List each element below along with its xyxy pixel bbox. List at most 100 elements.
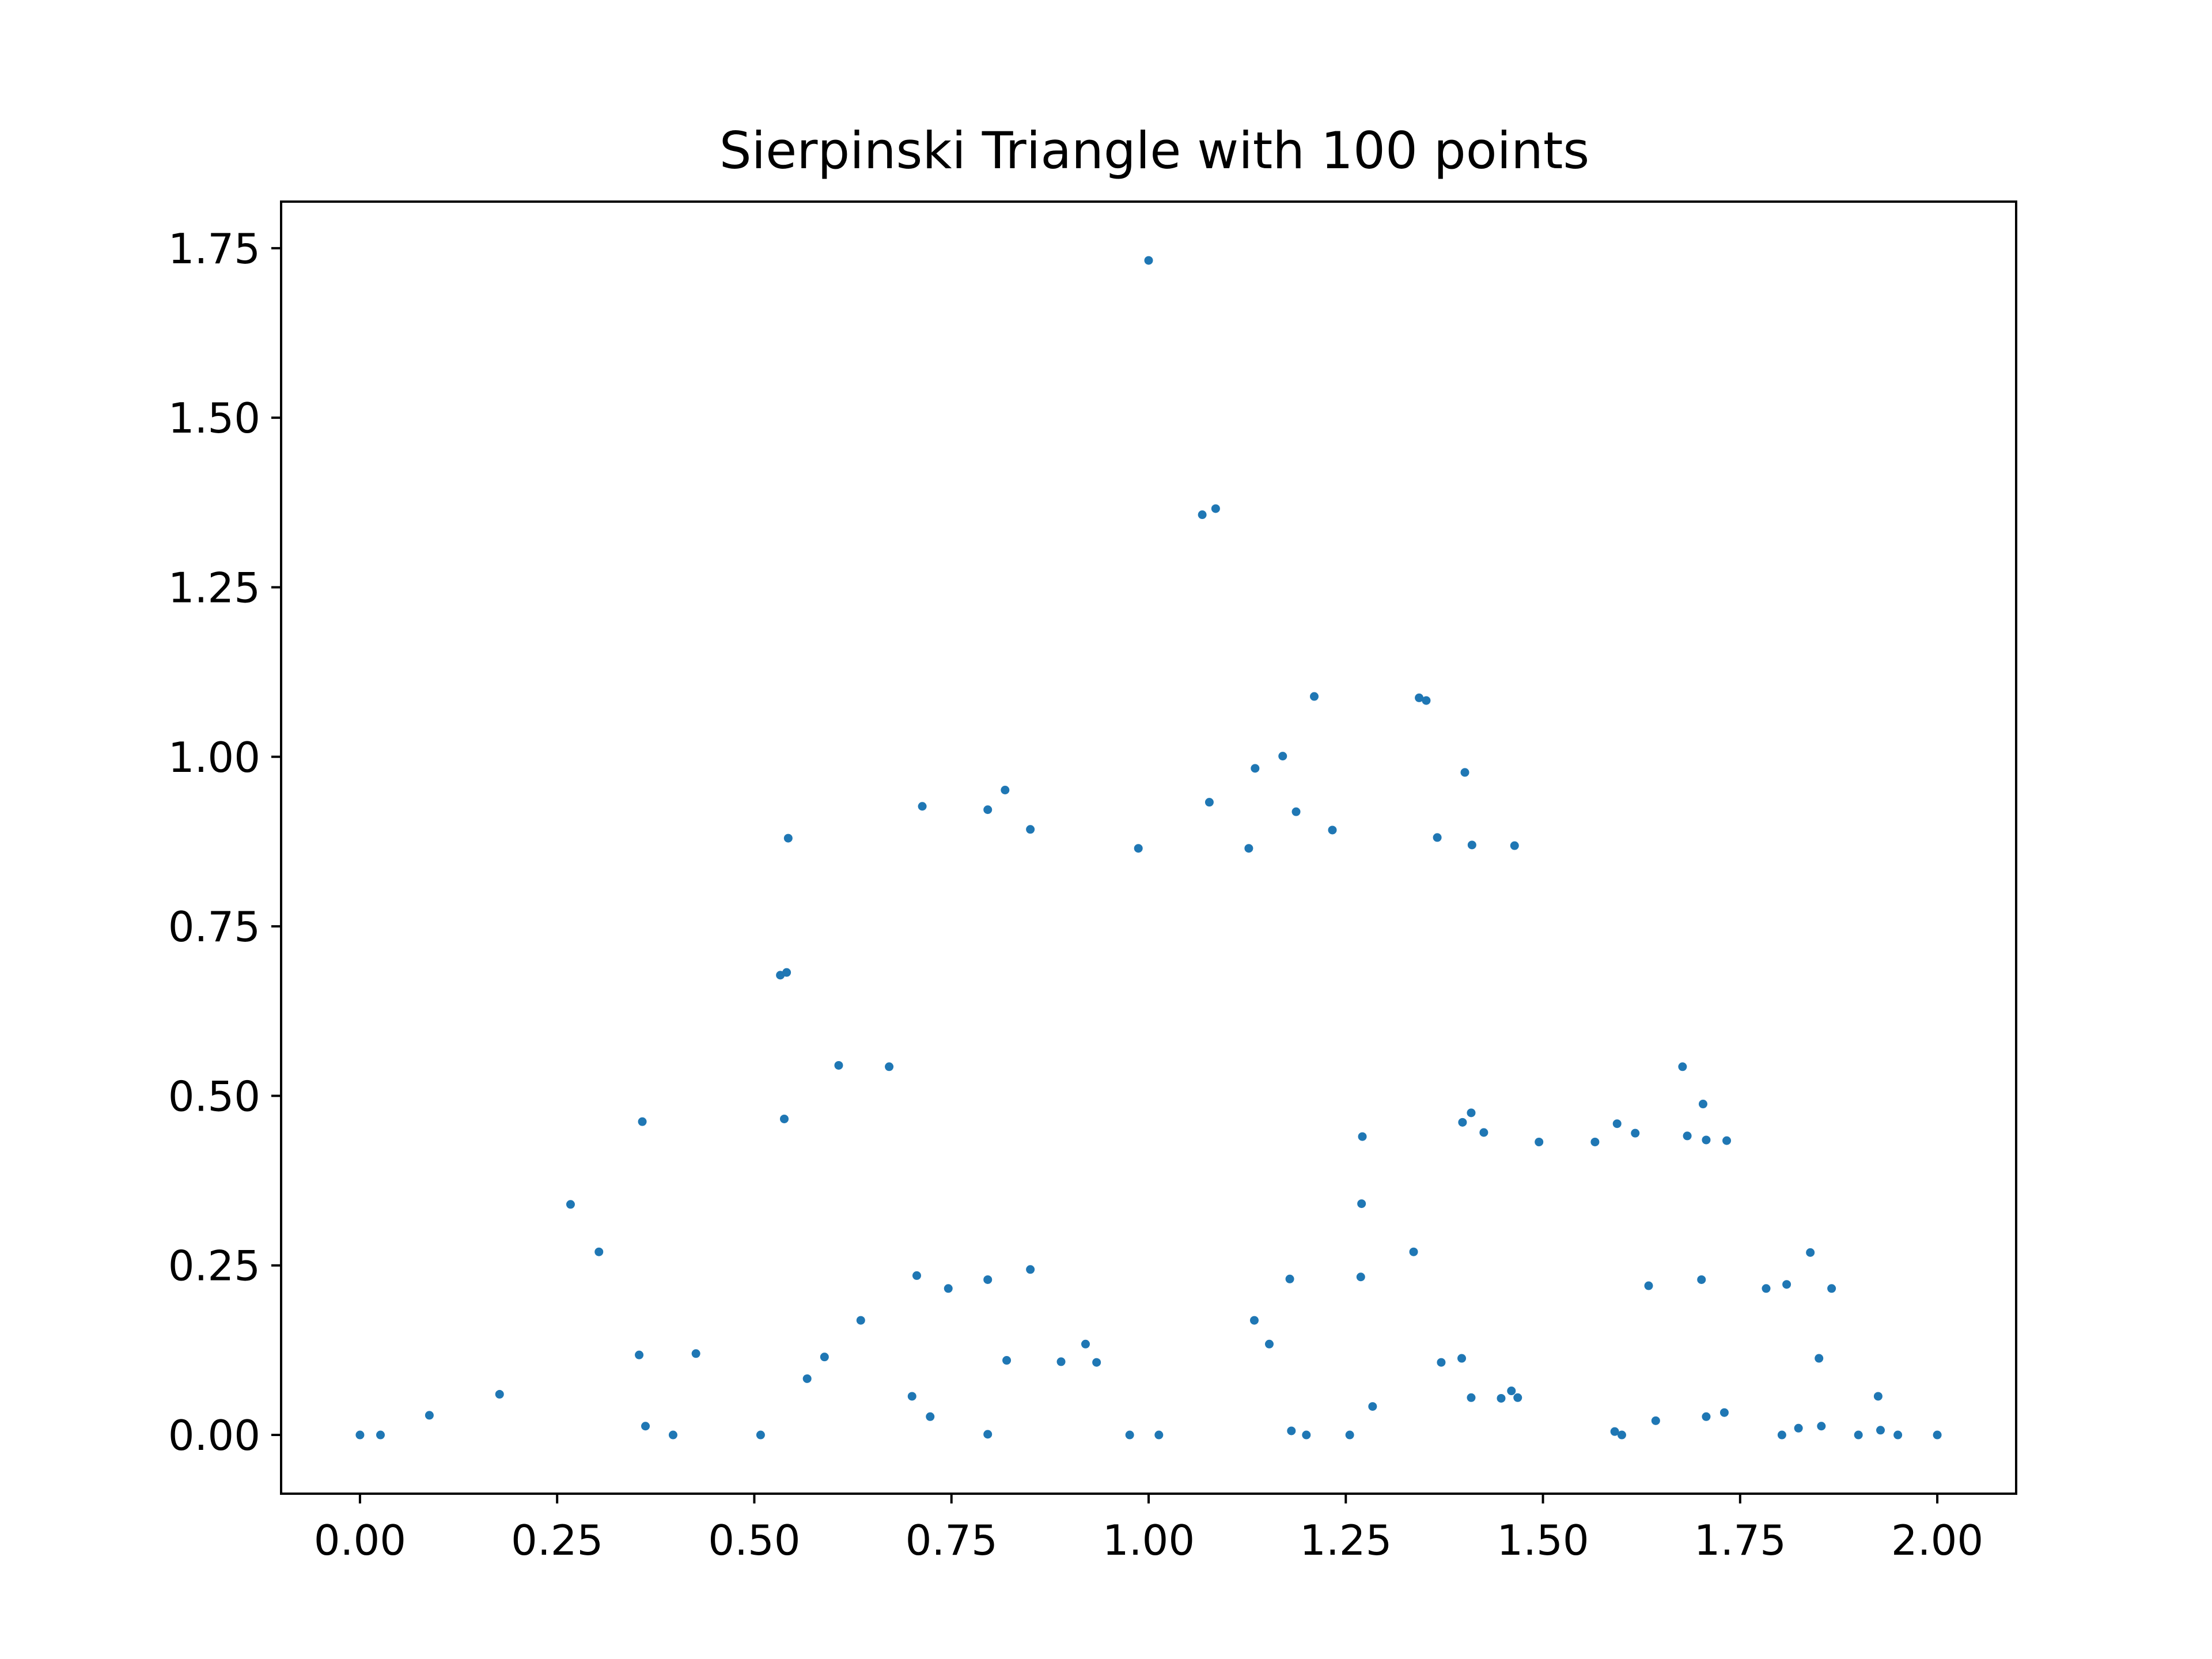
data-point [820, 1353, 829, 1362]
x-tick-label: 2.00 [1891, 1516, 1983, 1565]
data-point [1002, 1356, 1012, 1365]
data-point [638, 1117, 647, 1126]
data-point [1433, 833, 1442, 842]
data-point [1154, 1430, 1164, 1440]
data-point [1056, 1357, 1066, 1366]
y-tick-label: 1.00 [168, 733, 260, 782]
data-point [1815, 1354, 1824, 1363]
data-point [1893, 1430, 1903, 1440]
data-point [1249, 1316, 1259, 1325]
x-tick-label: 0.50 [708, 1516, 800, 1565]
data-point [1497, 1393, 1506, 1403]
data-point [907, 1392, 916, 1401]
data-point [983, 805, 993, 815]
data-point [1467, 840, 1476, 850]
data-point [1651, 1416, 1660, 1425]
data-point [1610, 1427, 1619, 1436]
x-tick-label: 0.75 [906, 1516, 998, 1565]
y-tick-label: 1.75 [168, 225, 260, 273]
data-point [1026, 825, 1035, 834]
data-point [1678, 1062, 1687, 1071]
y-tick-label: 0.25 [168, 1242, 260, 1290]
data-point [1409, 1247, 1418, 1256]
data-point [756, 1430, 765, 1440]
data-point [1205, 798, 1214, 807]
data-point [912, 1271, 921, 1280]
data-point [1507, 1387, 1516, 1396]
data-point [1777, 1430, 1786, 1440]
data-point [856, 1316, 865, 1325]
data-point [783, 834, 793, 843]
data-point [1457, 1354, 1467, 1363]
data-point [834, 1060, 843, 1070]
data-point [885, 1062, 894, 1071]
data-point [1001, 785, 1010, 794]
data-point [1460, 768, 1469, 777]
data-point [691, 1349, 700, 1358]
data-point [1415, 693, 1424, 702]
data-point [641, 1422, 650, 1431]
data-point [1458, 1118, 1467, 1127]
x-tick-label: 1.50 [1497, 1516, 1589, 1565]
chart-title: Sierpinski Triangle with 100 points [719, 121, 1589, 180]
data-point [1683, 1131, 1692, 1141]
y-tick-label: 0.50 [168, 1072, 260, 1120]
data-point [1357, 1199, 1366, 1209]
data-point [1697, 1275, 1706, 1284]
data-point [1782, 1280, 1791, 1289]
y-tick-label: 1.50 [168, 394, 260, 442]
data-point [635, 1350, 644, 1359]
data-point [1211, 504, 1220, 513]
data-point [1287, 1426, 1296, 1435]
data-point [1081, 1339, 1090, 1349]
data-point [1617, 1430, 1626, 1440]
data-point [1873, 1392, 1883, 1401]
data-point [1698, 1100, 1707, 1109]
data-point [425, 1411, 434, 1420]
data-point [1510, 841, 1519, 850]
data-point [802, 1374, 812, 1383]
data-point [944, 1284, 953, 1293]
x-axis: 0.00 0.25 0.50 0.75 1.00 1.25 1.50 1.75 2.00 [314, 1494, 1983, 1565]
data-point [1291, 807, 1301, 816]
x-tick-label: 1.75 [1694, 1516, 1786, 1565]
data-point [1590, 1137, 1600, 1146]
data-point [1719, 1408, 1729, 1417]
data-point [566, 1200, 575, 1209]
data-point [1854, 1430, 1863, 1440]
data-point [1302, 1430, 1311, 1440]
data-point [1264, 1339, 1274, 1349]
data-point [983, 1275, 993, 1284]
data-point [1631, 1128, 1640, 1138]
y-tick-label: 0.75 [168, 903, 260, 951]
data-point [1358, 1132, 1367, 1141]
data-point [779, 1114, 789, 1123]
data-point [1198, 510, 1207, 520]
data-point [1702, 1412, 1711, 1421]
data-point [1535, 1137, 1544, 1146]
data-point [1876, 1426, 1885, 1435]
data-point [1722, 1136, 1732, 1145]
x-tick-label: 0.00 [314, 1516, 406, 1565]
data-point [1933, 1430, 1942, 1440]
data-point [983, 1430, 993, 1439]
data-point [1345, 1430, 1354, 1440]
data-point [1467, 1108, 1476, 1118]
data-point [1612, 1119, 1622, 1128]
data-point [495, 1389, 504, 1399]
data-point [1467, 1393, 1476, 1402]
data-point [1144, 256, 1153, 265]
data-point [1479, 1128, 1488, 1137]
data-point [1702, 1135, 1711, 1145]
data-point [1422, 696, 1431, 705]
data-point [1310, 692, 1319, 701]
data-point [926, 1412, 935, 1421]
data-point [1513, 1393, 1522, 1402]
data-points [355, 256, 1942, 1440]
data-point [1644, 1281, 1653, 1290]
data-point [1278, 752, 1287, 761]
data-point [668, 1430, 677, 1440]
data-point [376, 1430, 385, 1440]
data-point [1806, 1248, 1815, 1257]
